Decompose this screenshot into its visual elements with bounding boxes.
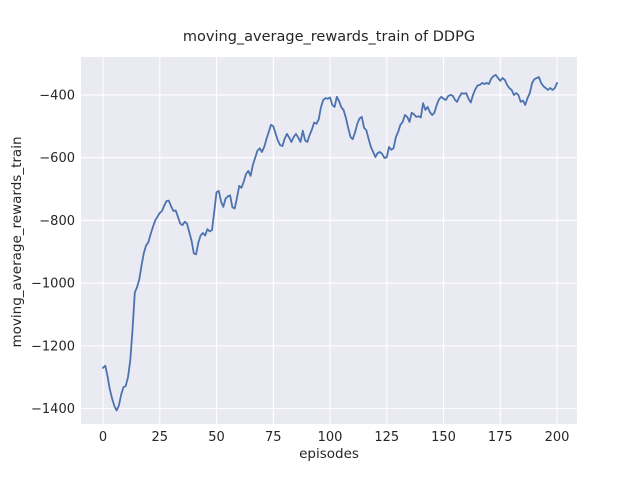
y-tick-label: −1400: [31, 402, 75, 417]
y-tick-label: −1000: [31, 277, 75, 292]
x-tick-label: 125: [374, 430, 399, 445]
y-tick-label: −1200: [31, 339, 75, 354]
plot-area: [81, 57, 577, 424]
x-tick-label: 75: [265, 430, 282, 445]
x-tick-label: 100: [318, 430, 343, 445]
x-tick-label: 175: [488, 430, 513, 445]
ddpg-reward-line: [102, 74, 558, 412]
chart-title: moving_average_rewards_train of DDPG: [182, 29, 476, 45]
y-tick-label: −400: [39, 88, 75, 103]
y-tick-label: −800: [39, 214, 75, 229]
x-axis-label: episodes: [299, 446, 359, 462]
x-tick-label: 25: [151, 430, 168, 445]
x-tick-label: 50: [208, 430, 225, 445]
y-tick-label: −600: [39, 151, 75, 166]
x-tick-label: 0: [99, 430, 107, 445]
y-axis-label: moving_average_rewards_train: [9, 136, 25, 348]
x-tick-label: 150: [431, 430, 456, 445]
x-tick-label: 200: [545, 430, 570, 445]
